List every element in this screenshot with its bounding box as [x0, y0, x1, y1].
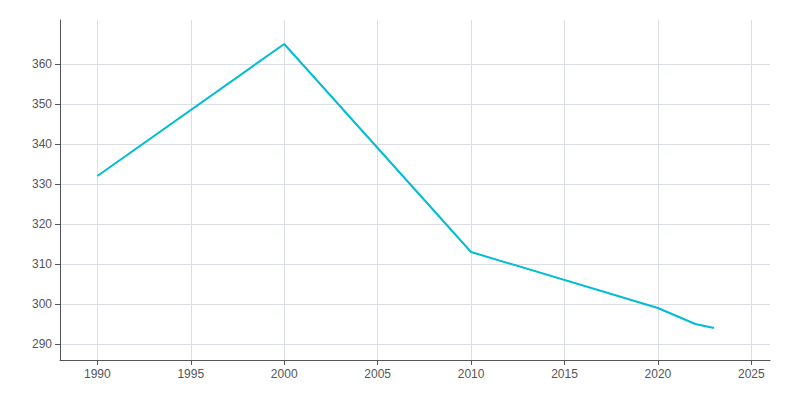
svg-text:2025: 2025	[738, 367, 765, 381]
svg-text:330: 330	[32, 177, 52, 191]
svg-text:300: 300	[32, 297, 52, 311]
svg-text:2000: 2000	[271, 367, 298, 381]
svg-text:2020: 2020	[645, 367, 672, 381]
svg-text:340: 340	[32, 137, 52, 151]
svg-text:1990: 1990	[84, 367, 111, 381]
svg-text:2010: 2010	[458, 367, 485, 381]
svg-text:2015: 2015	[551, 367, 578, 381]
svg-text:350: 350	[32, 97, 52, 111]
svg-text:310: 310	[32, 257, 52, 271]
svg-text:2005: 2005	[364, 367, 391, 381]
svg-text:1995: 1995	[177, 367, 204, 381]
svg-text:290: 290	[32, 337, 52, 351]
svg-text:320: 320	[32, 217, 52, 231]
svg-text:360: 360	[32, 57, 52, 71]
